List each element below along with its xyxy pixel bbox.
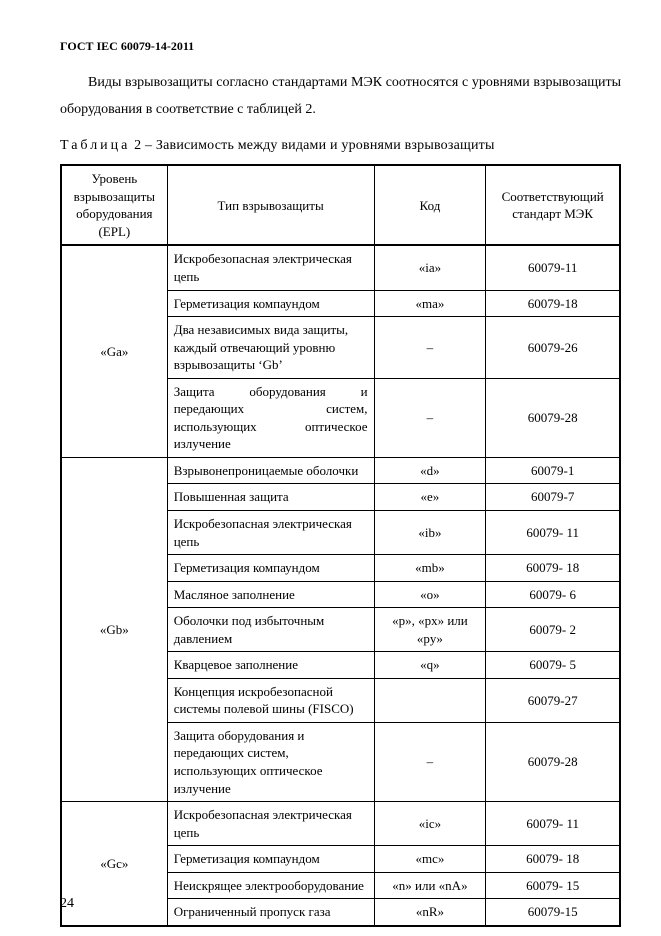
standard-cell: 60079- 5	[486, 652, 620, 679]
code-cell: –	[374, 722, 486, 801]
epl-cell: «Gc»	[61, 802, 167, 926]
table-caption-rest: 2 – Зависимость между видами и уровнями …	[130, 138, 494, 153]
intro-paragraph: Виды взрывозащиты согласно стандартами М…	[60, 70, 621, 123]
table-header-row: Уровень взрывозащиты оборудования (EPL) …	[61, 165, 620, 245]
col-header-code: Код	[374, 165, 486, 245]
standard-cell: 60079-7	[486, 484, 620, 511]
table-row: «Gc»Искробезопасная электрическая цепь«i…	[61, 802, 620, 846]
type-cell: Искробезопасная электрическая цепь	[167, 245, 374, 290]
standard-cell: 60079-15	[486, 899, 620, 926]
standard-cell: 60079-26	[486, 317, 620, 379]
col-header-type: Тип взрывозащиты	[167, 165, 374, 245]
code-cell: «n» или «nA»	[374, 872, 486, 899]
standard-cell: 60079- 6	[486, 581, 620, 608]
standard-cell: 60079- 15	[486, 872, 620, 899]
code-cell: «p», «px» или «py»	[374, 608, 486, 652]
code-cell: «q»	[374, 652, 486, 679]
standard-cell: 60079-1	[486, 457, 620, 484]
standard-cell: 60079- 18	[486, 846, 620, 873]
standard-cell: 60079-27	[486, 678, 620, 722]
type-cell: Герметизация компаундом	[167, 290, 374, 317]
table-body: «Ga»Искробезопасная электрическая цепь«i…	[61, 245, 620, 925]
code-cell: «o»	[374, 581, 486, 608]
standard-cell: 60079- 11	[486, 511, 620, 555]
code-cell: «ma»	[374, 290, 486, 317]
type-cell: Концепция искробезопасной системы полево…	[167, 678, 374, 722]
code-cell: «mb»	[374, 555, 486, 582]
type-cell: Масляное заполнение	[167, 581, 374, 608]
code-cell: «e»	[374, 484, 486, 511]
standard-cell: 60079-28	[486, 722, 620, 801]
type-cell: Герметизация компаундом	[167, 846, 374, 873]
code-cell: –	[374, 378, 486, 457]
code-cell: –	[374, 317, 486, 379]
type-cell: Взрывонепроницаемые оболочки	[167, 457, 374, 484]
standard-cell: 60079- 11	[486, 802, 620, 846]
epl-cell: «Ga»	[61, 245, 167, 457]
standard-cell: 60079-18	[486, 290, 620, 317]
protection-table: Уровень взрывозащиты оборудования (EPL) …	[60, 164, 621, 927]
page: ГОСТ IEC 60079-14-2011 Виды взрывозащиты…	[0, 0, 661, 936]
table-row: «Gb»Взрывонепроницаемые оболочки«d»60079…	[61, 457, 620, 484]
type-cell: Кварцевое заполнение	[167, 652, 374, 679]
code-cell: «d»	[374, 457, 486, 484]
type-cell: Искробезопасная электрическая цепь	[167, 802, 374, 846]
type-cell: Защита оборудования и передающих систем,…	[167, 378, 374, 457]
standard-cell: 60079-28	[486, 378, 620, 457]
code-cell: «ia»	[374, 245, 486, 290]
type-cell: Искробезопасная электрическая цепь	[167, 511, 374, 555]
table-row: «Ga»Искробезопасная электрическая цепь«i…	[61, 245, 620, 290]
col-header-std: Соответствующий стандарт МЭК	[486, 165, 620, 245]
type-cell: Ограниченный пропуск газа	[167, 899, 374, 926]
epl-cell: «Gb»	[61, 457, 167, 801]
type-cell: Неискрящее электрооборудование	[167, 872, 374, 899]
document-header: ГОСТ IEC 60079-14-2011	[60, 38, 621, 54]
code-cell: «ib»	[374, 511, 486, 555]
code-cell: «mc»	[374, 846, 486, 873]
code-cell	[374, 678, 486, 722]
type-cell: Два независимых вида защиты, каждый отве…	[167, 317, 374, 379]
standard-cell: 60079- 18	[486, 555, 620, 582]
standard-cell: 60079-11	[486, 245, 620, 290]
code-cell: «nR»	[374, 899, 486, 926]
col-header-epl: Уровень взрывозащиты оборудования (EPL)	[61, 165, 167, 245]
type-cell: Герметизация компаундом	[167, 555, 374, 582]
table-caption: Таблица 2 – Зависимость между видами и у…	[60, 137, 621, 156]
code-cell: «ic»	[374, 802, 486, 846]
type-cell: Оболочки под избыточным давлением	[167, 608, 374, 652]
type-cell: Защита оборудования и передающих систем,…	[167, 722, 374, 801]
standard-cell: 60079- 2	[486, 608, 620, 652]
page-number: 24	[60, 895, 74, 914]
table-caption-word: Таблица	[60, 138, 130, 153]
type-cell: Повышенная защита	[167, 484, 374, 511]
